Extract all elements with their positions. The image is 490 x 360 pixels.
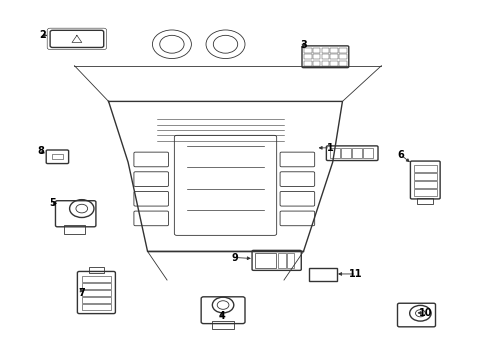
Text: 1: 1: [327, 143, 334, 153]
Text: 8: 8: [37, 147, 44, 157]
Text: 6: 6: [397, 150, 404, 160]
Text: 11: 11: [349, 269, 363, 279]
Text: 10: 10: [418, 308, 432, 318]
Text: 4: 4: [219, 311, 225, 321]
Text: 3: 3: [300, 40, 307, 50]
Text: 9: 9: [232, 252, 239, 262]
Text: 7: 7: [78, 288, 85, 297]
Text: 2: 2: [39, 30, 46, 40]
Text: 5: 5: [49, 198, 56, 208]
